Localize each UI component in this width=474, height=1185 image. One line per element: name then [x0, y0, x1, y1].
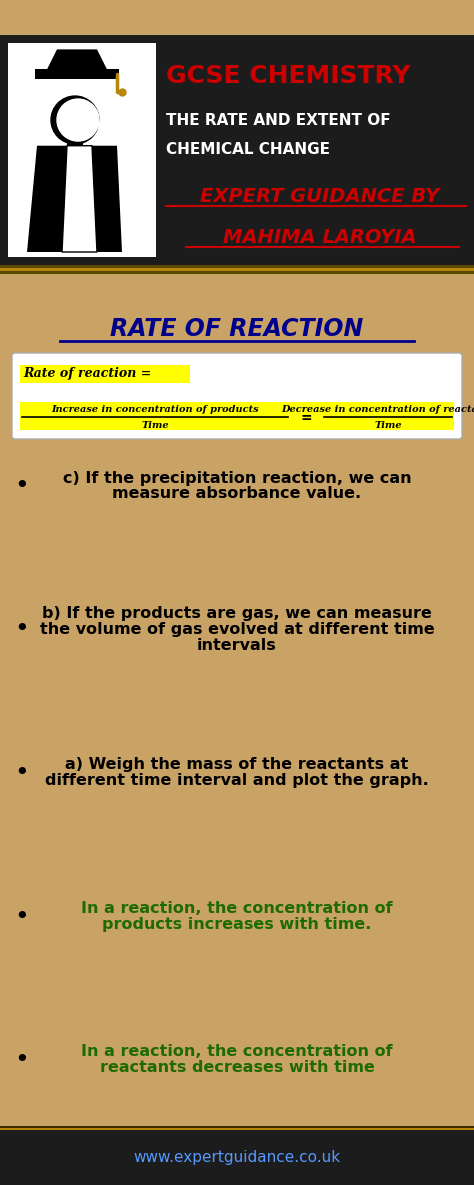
Text: Rate of reaction =: Rate of reaction =	[23, 367, 151, 380]
Bar	[0, 36, 474, 265]
FancyBboxPatch shape	[12, 353, 462, 438]
Bar	[0, 1126, 474, 1128]
Text: RATE OF REACTION: RATE OF REACTION	[110, 318, 364, 341]
Bar	[8, 43, 156, 257]
Text: THE RATE AND EXTENT OF: THE RATE AND EXTENT OF	[166, 113, 391, 128]
Circle shape	[57, 100, 99, 141]
Polygon shape	[62, 146, 97, 252]
Text: •: •	[15, 761, 29, 784]
Text: www.expertguidance.co.uk: www.expertguidance.co.uk	[134, 1149, 340, 1165]
Text: a) Weigh the mass of the reactants at: a) Weigh the mass of the reactants at	[65, 757, 409, 773]
Text: In a reaction, the concentration of: In a reaction, the concentration of	[81, 901, 393, 916]
Polygon shape	[47, 50, 107, 70]
Text: Decrease in concentration of reactants: Decrease in concentration of reactants	[281, 405, 474, 415]
Text: the volume of gas evolved at different time: the volume of gas evolved at different t…	[40, 622, 434, 638]
Bar	[0, 271, 474, 274]
Bar	[20, 402, 454, 430]
Text: •: •	[15, 474, 29, 498]
Text: •: •	[15, 1048, 29, 1072]
Text: Increase in concentration of products: Increase in concentration of products	[51, 405, 259, 415]
Text: •: •	[15, 617, 29, 641]
Text: c) If the precipitation reaction, we can: c) If the precipitation reaction, we can	[63, 470, 411, 486]
Text: CHEMICAL CHANGE: CHEMICAL CHANGE	[166, 142, 330, 158]
Bar	[0, 0, 474, 36]
Text: MAHIMA LAROYIA: MAHIMA LAROYIA	[223, 228, 417, 246]
Text: different time interval and plot the graph.: different time interval and plot the gra…	[45, 774, 429, 788]
Text: •: •	[15, 904, 29, 929]
Bar	[35, 70, 119, 79]
Polygon shape	[95, 118, 103, 130]
Text: products increases with time.: products increases with time.	[102, 917, 372, 931]
Bar	[0, 1130, 474, 1185]
Text: In a reaction, the concentration of: In a reaction, the concentration of	[81, 1044, 393, 1059]
Bar	[0, 265, 474, 268]
Circle shape	[51, 96, 99, 145]
Text: GCSE CHEMISTRY: GCSE CHEMISTRY	[166, 64, 410, 89]
Bar	[0, 268, 474, 271]
Text: Time: Time	[374, 422, 402, 430]
Text: intervals: intervals	[197, 638, 277, 653]
Text: EXPERT GUIDANCE BY: EXPERT GUIDANCE BY	[201, 186, 439, 205]
Bar	[67, 120, 83, 150]
Bar	[20, 365, 190, 383]
Text: b) If the products are gas, we can measure: b) If the products are gas, we can measu…	[42, 606, 432, 621]
Polygon shape	[27, 146, 122, 252]
Text: reactants decreases with time: reactants decreases with time	[100, 1061, 374, 1076]
Text: Time: Time	[141, 422, 169, 430]
Text: measure absorbance value.: measure absorbance value.	[112, 487, 362, 501]
Text: =: =	[300, 411, 312, 425]
Bar	[0, 1128, 474, 1130]
